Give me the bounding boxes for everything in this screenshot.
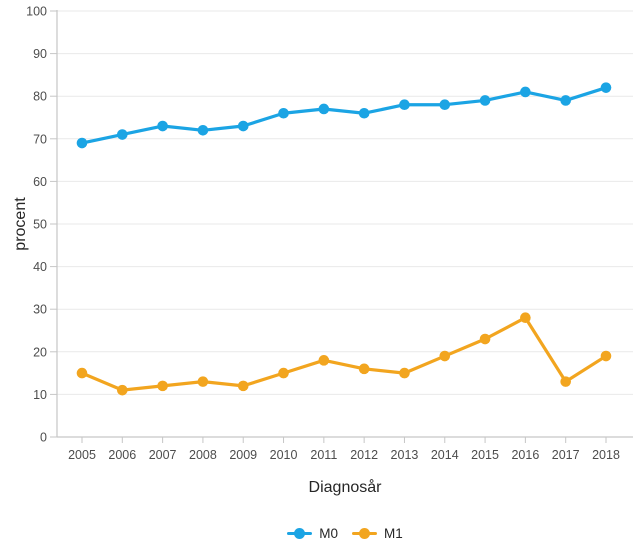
legend-dot-icon	[359, 527, 370, 539]
data-point-M1-2014[interactable]	[439, 350, 451, 362]
data-point-M1-2015[interactable]	[479, 333, 491, 345]
x-tick-label: 2016	[511, 448, 539, 462]
x-tick-label: 2013	[391, 448, 419, 462]
y-tick-label: 20	[33, 345, 47, 359]
data-point-M1-2017[interactable]	[560, 376, 571, 387]
legend-item-m0[interactable]: M0	[287, 526, 338, 541]
x-tick-label: 2010	[270, 448, 298, 462]
x-tick-label: 2015	[471, 448, 499, 462]
x-tick-label: 2009	[229, 448, 257, 462]
data-point-M1-2009[interactable]	[237, 380, 249, 392]
legend: M0 M1	[57, 524, 633, 542]
data-point-M0-2008[interactable]	[197, 124, 209, 136]
y-tick-label: 70	[33, 132, 47, 146]
data-point-M1-2010[interactable]	[278, 367, 289, 379]
y-tick-label: 60	[33, 175, 47, 189]
y-tick-label: 90	[33, 47, 47, 61]
line-marker-icon	[352, 527, 377, 539]
legend-label-m1: M1	[384, 525, 403, 541]
x-tick-label: 2005	[68, 448, 96, 462]
data-point-M0-2013[interactable]	[399, 99, 410, 111]
data-point-M0-2010[interactable]	[278, 107, 289, 119]
data-point-M0-2007[interactable]	[157, 120, 168, 132]
series-line-M0	[80, 86, 608, 145]
y-tick-label: 50	[33, 218, 47, 232]
y-tick-label: 10	[33, 388, 47, 402]
line-marker-icon	[287, 527, 313, 539]
data-point-M0-2011[interactable]	[318, 103, 330, 115]
data-point-M0-2015[interactable]	[479, 95, 491, 106]
data-point-M0-2018[interactable]	[600, 82, 612, 93]
data-point-M0-2006[interactable]	[117, 129, 128, 140]
plot-area: 0 10 20 30 40 50 60 70 80 90 100 2005 2006 2007 2008 20…	[26, 5, 633, 462]
data-point-M0-2017[interactable]	[560, 95, 571, 106]
data-point-M1-2005[interactable]	[76, 367, 88, 379]
x-tick-label: 2018	[592, 448, 620, 462]
y-tick-label: 100	[26, 5, 47, 19]
y-tick-label: 40	[33, 260, 47, 274]
y-axis-title: procent	[12, 197, 29, 251]
x-tick-label: 2006	[108, 448, 136, 462]
data-point-M1-2007[interactable]	[157, 380, 168, 392]
data-point-M1-2013[interactable]	[399, 367, 410, 379]
x-tick-label: 2017	[552, 448, 580, 462]
data-point-M1-2011[interactable]	[318, 355, 330, 366]
data-point-M0-2012[interactable]	[358, 107, 370, 119]
series-line-M1	[80, 316, 608, 392]
x-tick-label: 2014	[431, 448, 459, 462]
data-point-M1-2012[interactable]	[358, 363, 370, 375]
x-tick-label: 2012	[350, 448, 378, 462]
x-tick-label: 2007	[149, 448, 177, 462]
x-axis-title: Diagnosår	[308, 479, 382, 496]
data-point-M0-2014[interactable]	[439, 99, 451, 111]
data-point-M0-2009[interactable]	[237, 120, 249, 132]
data-point-M0-2005[interactable]	[76, 137, 88, 149]
x-tick-label: 2008	[189, 448, 217, 462]
data-point-M1-2018[interactable]	[600, 350, 612, 362]
legend-dot-icon	[294, 527, 306, 539]
data-point-M1-2006[interactable]	[117, 384, 128, 396]
y-tick-label: 0	[40, 431, 47, 445]
y-tick-label: 30	[33, 303, 47, 317]
legend-label-m0: M0	[319, 525, 338, 541]
data-point-M1-2016[interactable]	[520, 312, 531, 324]
y-tick-label: 80	[33, 90, 47, 104]
x-tick-label: 2011	[310, 448, 337, 462]
data-point-M0-2016[interactable]	[520, 86, 531, 98]
data-point-M1-2008[interactable]	[197, 376, 209, 387]
legend-item-m1[interactable]: M1	[352, 526, 403, 541]
